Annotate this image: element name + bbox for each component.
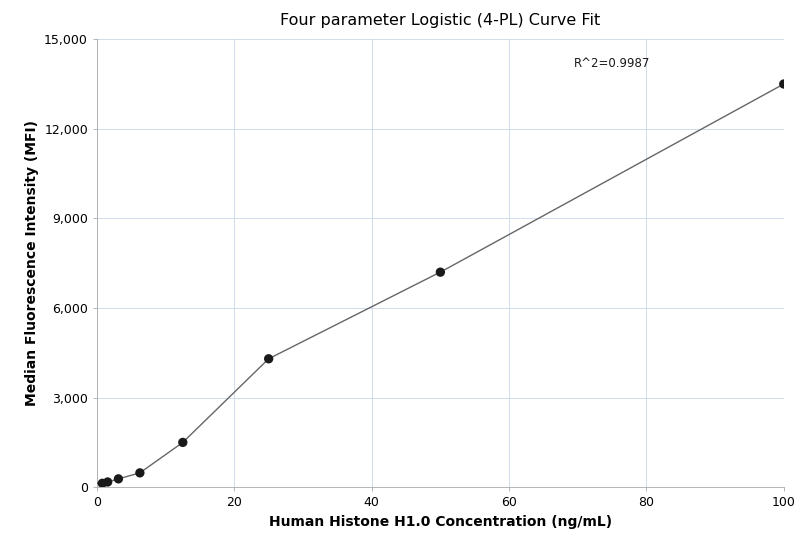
Point: [777, 80, 790, 88]
Point: [96, 479, 109, 488]
Point: [112, 474, 125, 483]
Point: [101, 478, 114, 487]
Point: [262, 354, 275, 363]
Point: [176, 438, 189, 447]
Text: R^2=0.9987: R^2=0.9987: [574, 57, 650, 70]
Title: Four parameter Logistic (4-PL) Curve Fit: Four parameter Logistic (4-PL) Curve Fit: [280, 13, 600, 29]
Y-axis label: Median Fluorescence Intensity (MFI): Median Fluorescence Intensity (MFI): [24, 120, 39, 406]
Point: [133, 468, 146, 477]
X-axis label: Human Histone H1.0 Concentration (ng/mL): Human Histone H1.0 Concentration (ng/mL): [269, 515, 612, 529]
Point: [434, 268, 447, 277]
